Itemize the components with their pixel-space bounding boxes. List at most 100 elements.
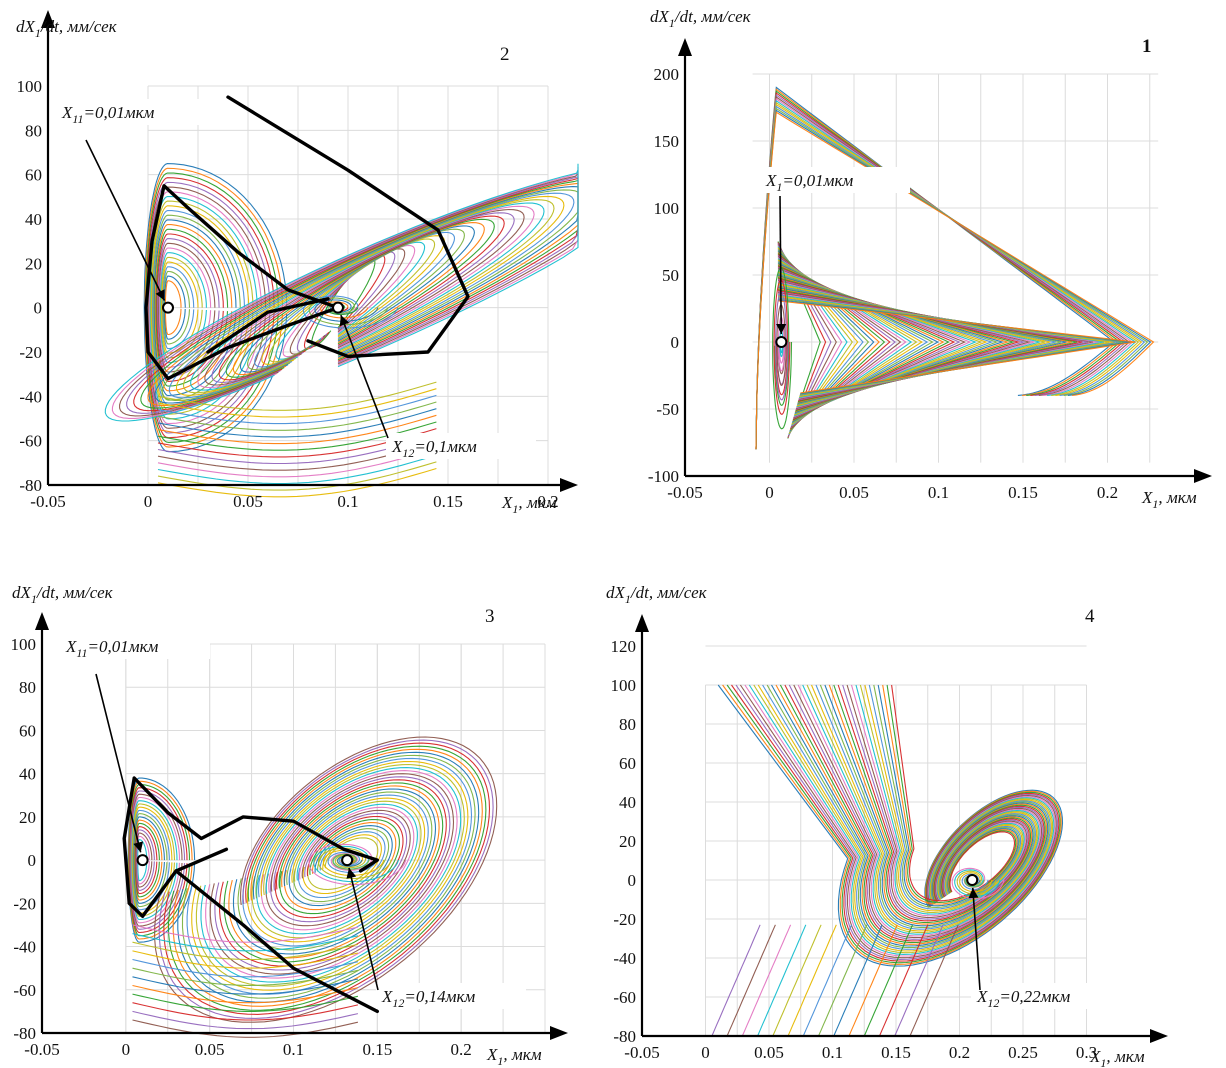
trajectory-line xyxy=(739,684,1057,959)
chart-panel-3: -0.05 0 0.05 0.1 0.15 0.2 100 80 60 40 20 0 -20 -40 -6… xyxy=(11,583,568,1068)
equilibrium-point xyxy=(775,336,788,348)
trajectory-line xyxy=(247,228,465,371)
y-tick-label: -20 xyxy=(19,343,42,362)
y-tick-label: 40 xyxy=(25,210,42,229)
separatrix-loop xyxy=(122,776,346,918)
y-tick-label: -80 xyxy=(19,476,42,495)
trajectory-line xyxy=(757,924,807,1037)
trajectory-line xyxy=(261,235,446,365)
annotation-arrow-icon xyxy=(155,289,165,301)
panel-number: 2 xyxy=(500,44,510,65)
y-tick-label: 60 xyxy=(25,166,42,185)
annotation-arrow-icon xyxy=(339,315,350,327)
trajectory-line xyxy=(239,225,475,373)
x-tick-label: 0 xyxy=(122,1040,131,1059)
y-tick-label: 0 xyxy=(34,299,43,318)
x-tick-label: -0.05 xyxy=(30,492,65,511)
chart-panel-4: -0.05 0 0.05 0.1 0.15 0.2 0.25 0.31201008060402… xyxy=(606,583,1168,1068)
x-tick-label: 0.15 xyxy=(881,1043,911,1062)
x-tick-label: 0.05 xyxy=(195,1040,225,1059)
annotation-pointer xyxy=(340,314,389,439)
trajectory-line xyxy=(256,803,418,935)
trajectory-line xyxy=(132,941,359,961)
annotation-pointer xyxy=(971,887,981,991)
annotation-arrow-icon xyxy=(133,841,144,853)
axes xyxy=(41,10,578,492)
x-tick-label: 0.25 xyxy=(1008,1043,1038,1062)
y-tick-label: 40 xyxy=(19,765,36,784)
trajectory-line xyxy=(218,215,505,381)
annotation-label: X12=0,22мкм xyxy=(976,987,1070,1010)
trajectory-line xyxy=(894,924,944,1037)
trajectory-line xyxy=(181,754,476,999)
trajectory-line xyxy=(157,388,437,418)
trajectory-line xyxy=(873,684,1020,908)
trajectory-line xyxy=(186,757,473,995)
y-tick-label: 100 xyxy=(654,199,680,218)
annotation-arrow-icon xyxy=(346,867,357,879)
x-axis-arrow-icon xyxy=(560,478,578,492)
trajectory-line xyxy=(132,984,359,1004)
separatrix-loop xyxy=(144,184,340,381)
x-tick-label: 0.05 xyxy=(233,492,263,511)
trajectory-line xyxy=(254,231,456,368)
x-tick-label: 0.05 xyxy=(754,1043,784,1062)
trajectory-line xyxy=(157,381,437,411)
y-tick-label: -80 xyxy=(13,1024,36,1043)
trajectory-line xyxy=(104,163,579,422)
y-tick-label: 50 xyxy=(662,266,679,285)
trajectory-line xyxy=(132,933,359,952)
separatrix xyxy=(342,847,379,873)
y-axis-arrow-icon xyxy=(35,612,49,630)
equilibrium-point xyxy=(136,854,149,867)
annotation-label: X12=0,14мкм xyxy=(381,987,475,1010)
y-tick-label: -60 xyxy=(19,432,42,451)
trajectory-line xyxy=(132,1002,359,1021)
trajectory-line xyxy=(265,809,411,927)
trajectory-line xyxy=(191,760,469,991)
y-tick-label: -80 xyxy=(613,1027,636,1046)
x-tick-label: 0.15 xyxy=(1008,483,1038,502)
annotation-pointer xyxy=(779,195,783,335)
trajectory-line xyxy=(157,467,437,498)
trajectory-line xyxy=(815,684,1036,930)
trajectory-line xyxy=(246,797,426,943)
y-tick-label: 60 xyxy=(19,721,36,740)
trajectory-line xyxy=(159,252,207,364)
trajectory-line xyxy=(132,950,359,969)
trajectories xyxy=(755,86,1155,450)
chart-panel-1: -0.05 0 0.05 0.1 0.15 0.2 200 150 100 50 0 -50 -100 X… xyxy=(648,7,1212,511)
trajectory-line xyxy=(157,414,437,445)
trajectory-line xyxy=(197,205,535,389)
trajectory-line xyxy=(270,812,408,923)
annotation-label: dX1/dt, мм/сек xyxy=(606,583,708,606)
trajectory-line xyxy=(132,976,359,995)
trajectory-line xyxy=(864,684,1023,912)
trajectory-line xyxy=(153,214,241,401)
trajectory-line xyxy=(863,924,914,1037)
y-tick-label: 200 xyxy=(654,65,680,84)
annotation-box xyxy=(56,99,206,125)
trajectory-line xyxy=(766,684,1050,949)
equilibrium-point xyxy=(341,854,354,867)
trajectory-line xyxy=(161,189,579,401)
trajectory-line xyxy=(157,448,437,478)
y-tick-label: -60 xyxy=(613,988,636,1007)
axes xyxy=(635,614,1168,1043)
annotation-label: X1, мкм xyxy=(1141,488,1197,511)
trajectory-line xyxy=(842,684,1029,920)
y-tick-label: -50 xyxy=(656,400,679,419)
y-axis-arrow-icon xyxy=(678,38,692,56)
annotation-label: X1=0,01мкм xyxy=(765,171,853,194)
trajectory-line xyxy=(833,924,883,1037)
grid xyxy=(752,73,1159,477)
annotation-box xyxy=(971,983,1121,1009)
y-tick-label: 120 xyxy=(611,637,637,656)
trajectory-line xyxy=(172,748,483,1007)
trajectory-line xyxy=(711,924,761,1037)
y-tick-label: 40 xyxy=(619,793,636,812)
y-tick-label: 0 xyxy=(671,333,680,352)
annotation-label: X1, мкм xyxy=(501,493,557,516)
trajectory-line xyxy=(205,770,458,979)
trajectory-line xyxy=(161,261,199,354)
